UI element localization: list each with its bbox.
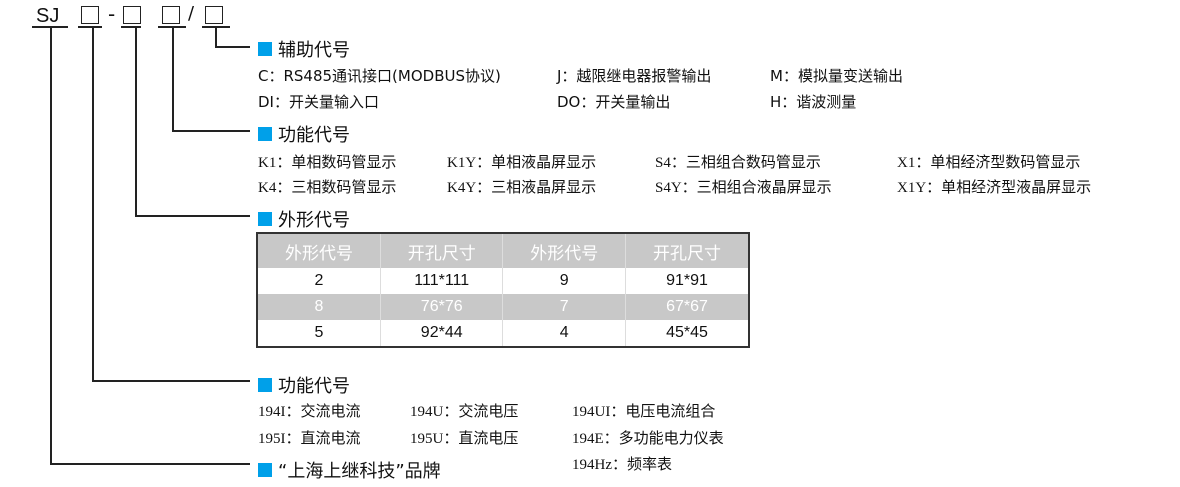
blue-square-icon [258, 127, 272, 141]
table-row: 2 111*111 9 91*91 [256, 268, 749, 294]
code-box-3 [162, 6, 180, 24]
aux-item: DO：开关量输出 [557, 93, 671, 111]
aux-item: DI：开关量输入口 [258, 93, 379, 111]
table-header: 外形代号 开孔尺寸 外形代号 开孔尺寸 [256, 233, 749, 268]
aux-heading: 辅助代号 [258, 36, 350, 62]
code-box-4 [205, 6, 223, 24]
blue-square-icon [258, 42, 272, 56]
function-heading: 功能代号 [258, 372, 350, 398]
shape-table: 外形代号 开孔尺寸 外形代号 开孔尺寸 2 111*111 9 91*91 8 76*76 7 6… [256, 232, 750, 348]
display-heading: 功能代号 [258, 121, 350, 147]
function-item: 195U：直流电压 [410, 431, 519, 447]
function-item: 194Hz：频率表 [572, 457, 672, 473]
blue-square-icon [258, 378, 272, 392]
function-item: 194U：交流电压 [410, 404, 519, 420]
function-item: 195I：直流电流 [258, 431, 361, 447]
dash: - [108, 2, 116, 26]
table-row: 8 76*76 7 67*67 [256, 294, 749, 320]
aux-item: M：模拟量变送输出 [770, 67, 903, 85]
code-box-1 [81, 6, 99, 24]
display-item: S4：三相组合数码管显示 [655, 155, 821, 171]
brand-heading: “上海上继科技”品牌 [258, 457, 441, 483]
aux-item: H：谐波测量 [770, 93, 857, 111]
blue-square-icon [258, 463, 272, 477]
model-prefix: SJ [36, 5, 60, 27]
blue-square-icon [258, 212, 272, 226]
aux-item: J：越限继电器报警输出 [557, 67, 712, 85]
display-item: S4Y：三相组合液晶屏显示 [655, 180, 832, 196]
function-item: 194I：交流电流 [258, 404, 361, 420]
function-item: 194E：多功能电力仪表 [572, 431, 724, 447]
display-item: K1：单相数码管显示 [258, 155, 397, 171]
table-row: 5 92*44 4 45*45 [256, 320, 749, 347]
shape-heading: 外形代号 [258, 206, 350, 232]
display-item: K4：三相数码管显示 [258, 180, 397, 196]
display-item: X1Y：单相经济型液晶屏显示 [897, 180, 1092, 196]
display-item: X1：单相经济型数码管显示 [897, 155, 1081, 171]
aux-item: C：RS485通讯接口(MODBUS协议) [258, 67, 501, 85]
display-item: K4Y：三相液晶屏显示 [447, 180, 597, 196]
display-item: K1Y：单相液晶屏显示 [447, 155, 597, 171]
function-item: 194UI：电压电流组合 [572, 404, 716, 420]
code-box-2 [123, 6, 141, 24]
slash: / [188, 3, 195, 24]
